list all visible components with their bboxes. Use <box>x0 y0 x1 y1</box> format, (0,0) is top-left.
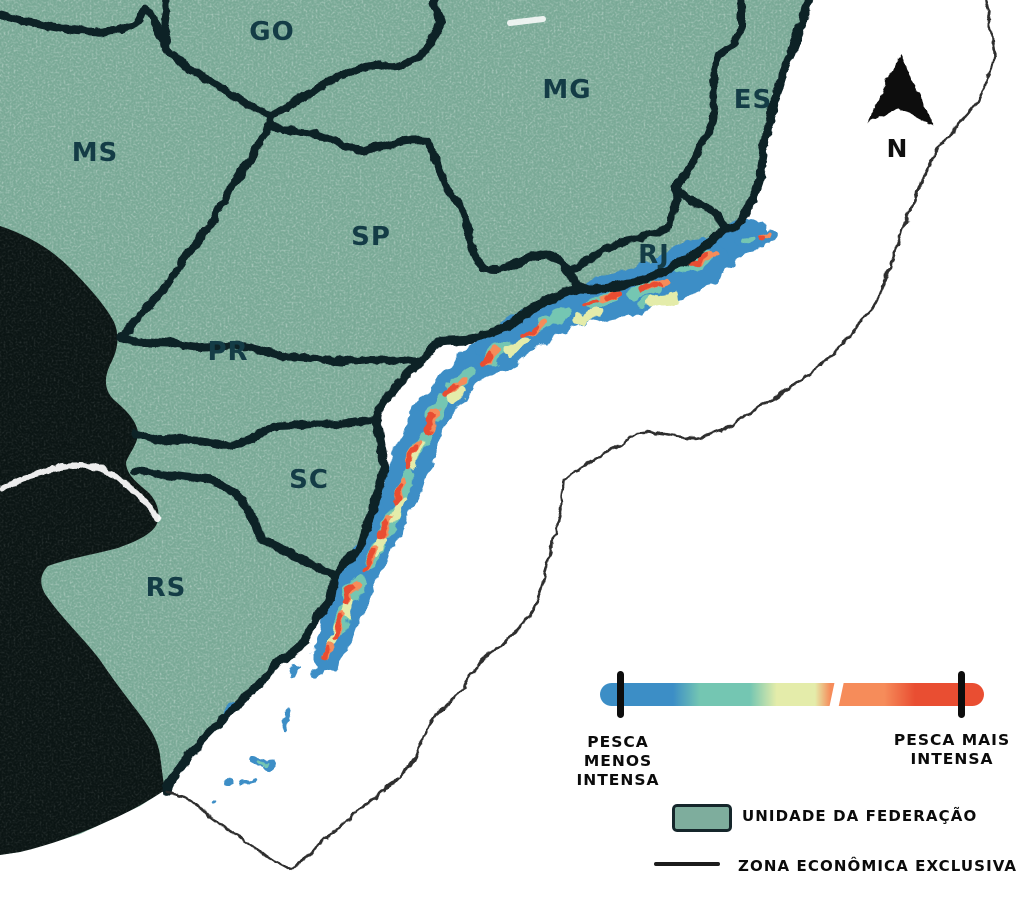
border-mg-es <box>669 0 745 191</box>
state-label-rj: RJ <box>638 240 670 270</box>
border-pr-sp <box>116 332 424 364</box>
border-sc-rs <box>129 466 339 579</box>
state-label-pr: PR <box>207 337 248 367</box>
state-label-mg: MG <box>542 75 591 105</box>
federative-unit-label: UNIDADE DA FEDERAÇÃO <box>742 807 978 825</box>
state-label-es: ES <box>734 85 773 115</box>
intensity-high-label: PESCA MAIS INTENSA <box>893 731 1011 768</box>
border-es-rj <box>669 183 727 231</box>
north-label: N <box>887 134 908 163</box>
river-border-line <box>0 460 159 521</box>
state-label-sc: SC <box>289 465 329 495</box>
eez-line-swatch <box>654 862 720 866</box>
coastline <box>160 0 813 795</box>
gradient-tick-low <box>617 671 624 718</box>
land-speckle-texture <box>0 0 808 855</box>
paper-scratch <box>507 16 546 26</box>
gradient-tick-high <box>958 671 965 718</box>
border-ms-sp <box>116 111 274 340</box>
state-label-sp: SP <box>351 222 391 252</box>
state-labels: GO MG ES MS SP RJ PR SC RS <box>72 17 773 603</box>
foreign-land-region <box>0 226 165 855</box>
foreign-land-speckle <box>0 226 165 855</box>
border-mg-rj <box>563 183 680 274</box>
state-label-go: GO <box>249 17 294 47</box>
eez-label: ZONA ECONÔMICA EXCLUSIVA <box>738 857 1018 875</box>
border-pr-sc <box>129 414 379 449</box>
border-go-top <box>159 0 170 52</box>
state-label-ms: MS <box>72 138 119 168</box>
intensity-gradient-bar <box>600 683 984 706</box>
eez-boundary-line <box>163 0 995 870</box>
intensity-low-label: PESCA MENOS INTENSA <box>576 733 660 789</box>
state-borders <box>0 0 813 795</box>
federative-unit-swatch <box>672 804 732 832</box>
border-ms-go <box>0 3 274 119</box>
north-arrow-icon <box>866 53 932 125</box>
border-mg-sp <box>268 122 571 274</box>
border-go-mg <box>266 0 444 119</box>
state-label-rs: RS <box>146 573 187 603</box>
fishing-intensity-heatmap <box>210 215 778 805</box>
compass: N <box>866 53 932 163</box>
